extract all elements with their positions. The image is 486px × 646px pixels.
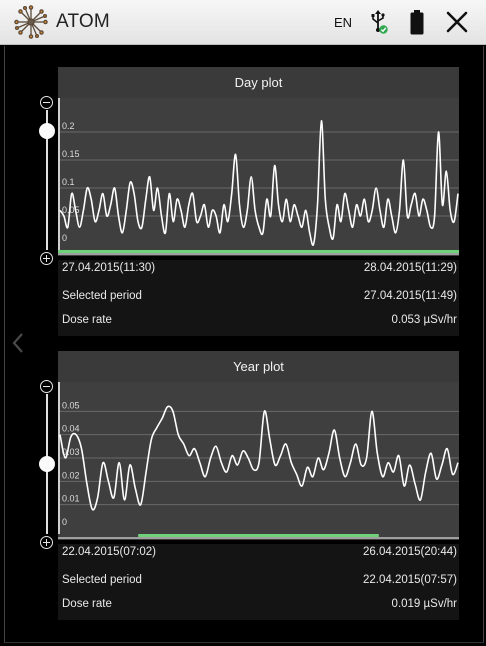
day-plot-tick-label: 0.05 bbox=[62, 205, 80, 215]
year-plot-tick-label: 0.05 bbox=[62, 400, 80, 410]
day-zoom-slider[interactable] bbox=[38, 96, 56, 266]
year-selected-period-value: 22.04.2015(07:57) bbox=[363, 574, 457, 586]
day-selected-period-value: 27.04.2015(11:49) bbox=[363, 290, 457, 302]
year-plot-tick-label: 0.01 bbox=[62, 494, 80, 504]
year-range-row: 22.04.2015(07:02) 26.04.2015(20:44) bbox=[62, 546, 457, 562]
day-plot-title: Day plot bbox=[58, 67, 459, 98]
year-plot-chart[interactable]: 0 0.01 0.02 0.03 0.04 0.05 bbox=[58, 382, 459, 540]
day-plot-svg[interactable]: 0 0.05 0.1 0.15 0.2 bbox=[58, 98, 459, 256]
year-zoom-in-button[interactable] bbox=[40, 536, 53, 549]
year-plot-tick-label: 0.02 bbox=[62, 470, 80, 480]
year-end-label: 26.04.2015(20:44) bbox=[363, 546, 457, 558]
year-zoom-slider[interactable] bbox=[38, 380, 56, 550]
year-zoom-out-button[interactable] bbox=[40, 380, 53, 393]
app-title: ATOM bbox=[56, 11, 110, 32]
day-slider-thumb[interactable] bbox=[39, 123, 55, 139]
day-dose-rate-value: 0.053 µSv/hr bbox=[391, 314, 457, 326]
year-start-label: 22.04.2015(07:02) bbox=[62, 546, 156, 558]
day-range-row: 27.04.2015(11:30) 28.04.2015(11:29) bbox=[62, 262, 457, 278]
day-plot-tick-label: 0.15 bbox=[62, 149, 80, 159]
day-dose-rate-label: Dose rate bbox=[62, 314, 112, 326]
year-plot-tick-label: 0 bbox=[62, 517, 67, 527]
year-selected-period-row: Selected period 22.04.2015(07:57) bbox=[62, 574, 457, 590]
year-dose-rate-row: Dose rate 0.019 µSv/hr bbox=[62, 598, 457, 614]
year-slider-thumb[interactable] bbox=[39, 456, 55, 472]
day-selected-period-row: Selected period 27.04.2015(11:49) bbox=[62, 290, 457, 306]
year-plot-tick-label: 0.04 bbox=[62, 424, 80, 434]
day-plot-chart[interactable]: 0 0.05 0.1 0.15 0.2 bbox=[58, 98, 459, 256]
day-plot-tick-label: 0 bbox=[62, 233, 67, 243]
content-frame bbox=[4, 46, 484, 643]
title-bar: ATOM EN bbox=[0, 0, 486, 45]
chevron-left-icon[interactable] bbox=[10, 330, 26, 356]
year-dose-rate-value: 0.019 µSv/hr bbox=[391, 598, 457, 610]
language-selector[interactable]: EN bbox=[334, 15, 353, 30]
day-selected-period-label: Selected period bbox=[62, 290, 142, 302]
day-zoom-in-button[interactable] bbox=[40, 252, 53, 265]
year-plot-series-line bbox=[59, 405, 459, 511]
close-icon[interactable] bbox=[445, 10, 469, 34]
day-plot-tick-label: 0.2 bbox=[62, 121, 75, 131]
day-start-label: 27.04.2015(11:30) bbox=[62, 262, 156, 274]
day-end-label: 28.04.2015(11:29) bbox=[363, 262, 457, 274]
day-plot-tick-label: 0.1 bbox=[62, 177, 75, 187]
year-plot-title: Year plot bbox=[58, 351, 459, 382]
day-plot-info: 27.04.2015(11:30) 28.04.2015(11:29) Sele… bbox=[58, 260, 459, 336]
day-plot-selected-range[interactable] bbox=[58, 250, 459, 253]
year-plot-info: 22.04.2015(07:02) 26.04.2015(20:44) Sele… bbox=[58, 544, 459, 620]
year-selected-period-label: Selected period bbox=[62, 574, 142, 586]
day-plot-series-line bbox=[59, 119, 459, 246]
year-dose-rate-label: Dose rate bbox=[62, 598, 112, 610]
battery-icon bbox=[410, 10, 424, 35]
day-slider-track[interactable] bbox=[46, 110, 48, 250]
day-zoom-out-button[interactable] bbox=[40, 96, 53, 109]
year-plot-svg[interactable]: 0 0.01 0.02 0.03 0.04 0.05 bbox=[58, 382, 459, 540]
year-plot-selected-range[interactable] bbox=[138, 534, 379, 537]
day-dose-rate-row: Dose rate 0.053 µSv/hr bbox=[62, 314, 457, 330]
atom-logo-icon bbox=[14, 5, 48, 39]
usb-connected-icon bbox=[371, 10, 388, 34]
year-plot-tick-label: 0.03 bbox=[62, 447, 80, 457]
